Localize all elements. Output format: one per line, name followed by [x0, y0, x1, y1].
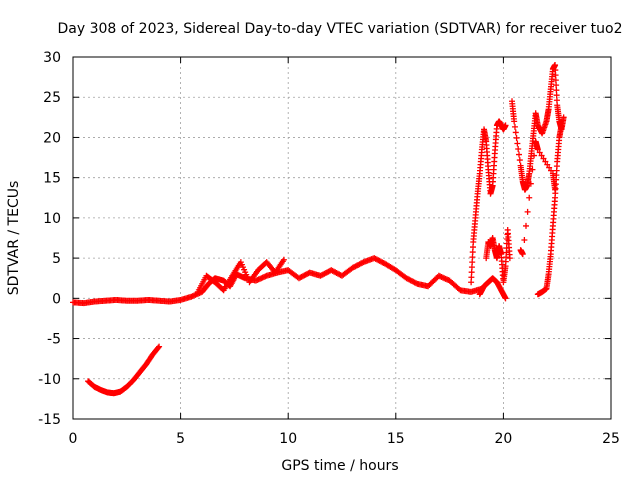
- data-point: [512, 129, 519, 136]
- data-point: [522, 222, 529, 229]
- data-point: [552, 77, 559, 84]
- y-tick-label: -10: [38, 372, 61, 388]
- x-tick-label: 15: [387, 431, 405, 447]
- data-point: [534, 146, 541, 153]
- data-point: [511, 118, 518, 125]
- data-point: [553, 87, 560, 94]
- x-tick-label: 10: [279, 431, 297, 447]
- data-point: [552, 72, 559, 79]
- data-point: [531, 152, 538, 159]
- data-point: [470, 244, 477, 251]
- data-point: [521, 237, 528, 244]
- data-point: [412, 280, 419, 287]
- data-point: [516, 151, 523, 158]
- chart-title: Day 308 of 2023, Sidereal Day-to-day VTE…: [57, 21, 622, 37]
- series-secondary-trace: [194, 256, 287, 295]
- y-tick-label: 15: [43, 171, 61, 187]
- x-tick-label: 0: [69, 431, 78, 447]
- series-main-trace: [70, 255, 485, 307]
- y-tick-label: 20: [43, 130, 61, 146]
- data-points: [70, 62, 567, 397]
- x-axis-label: GPS time / hours: [281, 458, 398, 474]
- y-tick-label: 10: [43, 211, 61, 227]
- y-tick-label: 0: [52, 291, 61, 307]
- data-point: [552, 67, 559, 74]
- y-tick-label: 25: [43, 90, 61, 106]
- data-point: [560, 114, 567, 121]
- data-point: [552, 62, 559, 69]
- data-point: [529, 166, 536, 173]
- data-point: [511, 123, 518, 130]
- data-point: [542, 158, 549, 165]
- y-tick-label: -15: [38, 412, 61, 428]
- data-point: [156, 343, 163, 350]
- data-point: [540, 155, 547, 162]
- data-point: [506, 255, 513, 262]
- data-point: [514, 140, 521, 147]
- data-point: [546, 164, 553, 171]
- data-point: [544, 161, 551, 168]
- data-point: [468, 269, 475, 276]
- series-end-trace-c: [517, 138, 559, 258]
- data-point: [519, 251, 526, 258]
- grid: [73, 57, 611, 419]
- y-tick-label: 30: [43, 50, 61, 66]
- data-point: [553, 82, 560, 89]
- series-late-trace-b: [483, 226, 513, 286]
- data-point: [553, 92, 560, 99]
- y-axis-label: SDTVAR / TECUs: [6, 181, 22, 296]
- data-point: [515, 146, 522, 153]
- plot-frame: [72, 56, 612, 420]
- data-point: [558, 122, 565, 129]
- data-point: [468, 274, 475, 281]
- data-point: [468, 279, 475, 286]
- y-tick-label: -5: [47, 332, 61, 348]
- data-point: [552, 186, 559, 193]
- series-late-trace-c: [476, 275, 509, 302]
- data-point: [468, 264, 475, 271]
- data-point: [155, 344, 162, 351]
- data-point: [553, 97, 560, 104]
- data-point: [536, 149, 543, 156]
- data-point: [524, 208, 531, 215]
- data-point: [469, 259, 476, 266]
- x-tick-label: 20: [494, 431, 512, 447]
- x-tick-label: 25: [602, 431, 620, 447]
- data-point: [527, 180, 534, 187]
- data-point: [502, 295, 509, 302]
- series-end-trace-a: [509, 62, 567, 193]
- data-point: [538, 152, 545, 159]
- y-tick-label: 5: [52, 251, 61, 267]
- series-end-trace-b: [534, 122, 565, 298]
- data-point: [280, 256, 287, 263]
- data-point: [513, 134, 520, 141]
- data-point: [469, 249, 476, 256]
- series-late-trace-a: [468, 118, 509, 286]
- series-low-trace: [85, 343, 163, 397]
- data-point: [359, 259, 366, 266]
- data-point: [526, 194, 533, 201]
- data-point: [502, 122, 509, 129]
- data-point: [469, 254, 476, 261]
- x-tick-label: 5: [176, 431, 185, 447]
- data-point: [516, 157, 523, 164]
- data-point: [548, 167, 555, 174]
- axis-ticks: 0 5 10 15 20 25 -15 -10 -5 0 5 10 15 20 25 30: [38, 50, 620, 447]
